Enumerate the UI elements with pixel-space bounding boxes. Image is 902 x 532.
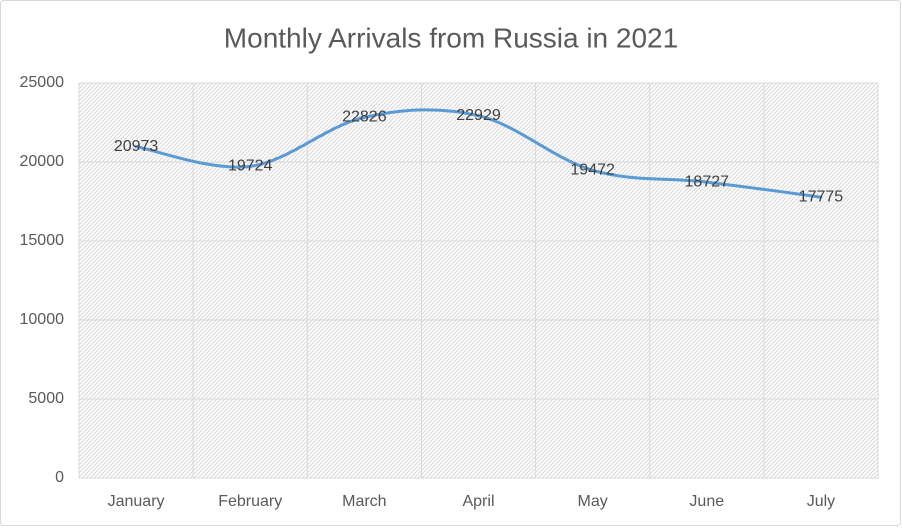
y-tick-label: 5000 [28,390,64,407]
x-tick-label: February [218,493,282,510]
x-tick-label: July [807,493,835,510]
data-label: 19472 [570,162,615,179]
y-tick-label: 20000 [20,153,65,170]
y-tick-label: 25000 [20,74,65,91]
line [134,108,823,199]
chart-title: Monthly Arrivals from Russia in 2021 [224,22,678,53]
x-tick-label: March [342,493,386,510]
y-tick-label: 15000 [20,232,65,249]
data-label: 22929 [456,107,501,124]
data-label: 20973 [114,138,159,155]
data-label: 18727 [685,173,730,190]
x-tick-label: April [462,493,494,510]
plot-area [79,83,878,478]
data-label: 17775 [799,188,844,205]
x-tick-label: June [689,493,724,510]
y-tick-label: 0 [55,469,64,486]
y-tick-label: 10000 [20,311,65,328]
x-tick-label: January [108,493,165,510]
data-label: 22826 [342,109,387,126]
data-label: 19724 [228,158,273,175]
x-tick-label: May [578,493,608,510]
